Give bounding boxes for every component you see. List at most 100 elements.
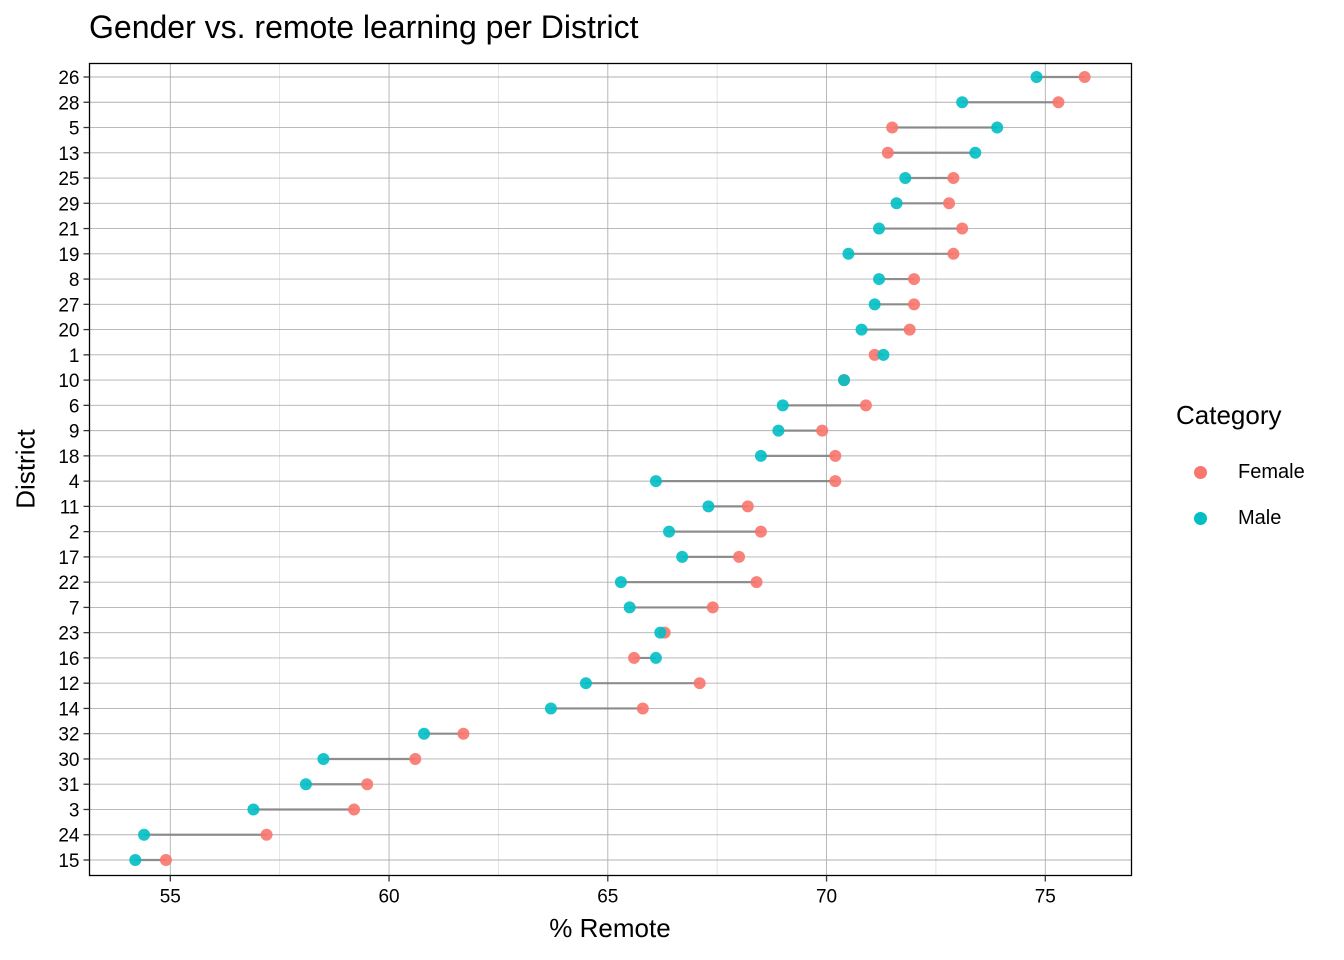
y-tick-label: 13 xyxy=(58,144,79,165)
y-tick-label: 14 xyxy=(58,699,80,720)
point-male-district-11 xyxy=(702,500,715,513)
y-tick-label: 20 xyxy=(58,321,79,342)
point-female-district-16 xyxy=(628,651,641,664)
point-female-district-30 xyxy=(409,752,422,765)
point-female-district-22 xyxy=(750,576,763,589)
legend: Category Female Male xyxy=(1176,400,1305,541)
point-male-district-16 xyxy=(649,651,662,664)
y-tick-label: 29 xyxy=(58,194,79,215)
point-female-district-31 xyxy=(361,778,374,791)
point-male-district-6 xyxy=(776,399,789,412)
x-axis-label: % Remote xyxy=(549,913,671,943)
point-female-district-24 xyxy=(260,828,273,841)
point-male-district-3 xyxy=(247,803,260,816)
point-male-district-21 xyxy=(873,222,886,235)
y-tick-label: 8 xyxy=(69,270,80,291)
x-tick-label: 65 xyxy=(597,887,618,908)
legend-label-female: Female xyxy=(1238,460,1305,483)
male-dot-icon xyxy=(1194,511,1207,525)
point-male-district-28 xyxy=(956,96,969,109)
point-female-district-8 xyxy=(908,273,921,286)
y-tick-label: 17 xyxy=(58,548,79,569)
y-tick-label: 9 xyxy=(69,422,80,443)
point-male-district-20 xyxy=(855,323,868,336)
y-tick-label: 5 xyxy=(69,119,80,140)
point-male-district-9 xyxy=(772,424,785,437)
point-female-district-1 xyxy=(868,348,881,361)
point-female-district-12 xyxy=(693,677,706,690)
point-female-district-9 xyxy=(816,424,829,437)
point-male-district-15 xyxy=(129,854,142,866)
y-tick-label: 26 xyxy=(58,68,79,89)
point-female-district-18 xyxy=(829,449,842,462)
point-female-district-5 xyxy=(886,121,899,134)
point-female-district-17 xyxy=(733,550,746,563)
y-tick-label: 2 xyxy=(69,523,80,544)
point-female-district-19 xyxy=(947,247,960,260)
point-female-district-28 xyxy=(1052,96,1065,109)
y-tick-label: 25 xyxy=(58,169,79,190)
y-tick-label: 32 xyxy=(58,725,79,746)
y-tick-label: 11 xyxy=(60,497,80,518)
y-tick-label: 16 xyxy=(58,649,79,670)
point-male-district-12 xyxy=(579,677,592,690)
point-female-district-27 xyxy=(908,298,921,311)
point-female-district-13 xyxy=(881,146,894,159)
point-female-district-7 xyxy=(706,601,719,614)
point-male-district-5 xyxy=(991,121,1004,134)
point-male-district-2 xyxy=(663,525,676,538)
y-tick-label: 28 xyxy=(58,93,79,114)
data-points xyxy=(129,71,1091,866)
point-male-district-10 xyxy=(838,374,851,387)
point-male-district-26 xyxy=(1030,71,1043,83)
y-tick-label: 6 xyxy=(69,396,80,417)
y-tick-label: 3 xyxy=(69,800,80,821)
y-tick-label: 31 xyxy=(58,775,79,796)
point-female-district-6 xyxy=(859,399,872,412)
axes: 55 60 65 70 75262851325292119827201106918411… xyxy=(58,68,1056,908)
legend-label-male: Male xyxy=(1238,506,1282,529)
point-female-district-15 xyxy=(159,854,172,866)
point-male-district-29 xyxy=(890,197,903,210)
y-tick-label: 27 xyxy=(58,295,79,316)
point-male-district-14 xyxy=(544,702,557,715)
point-female-district-25 xyxy=(947,172,960,185)
point-male-district-22 xyxy=(614,576,627,589)
point-male-district-23 xyxy=(654,626,667,639)
x-tick-label: 75 xyxy=(1035,887,1056,908)
y-tick-label: 30 xyxy=(58,750,79,771)
point-female-district-2 xyxy=(754,525,767,538)
y-tick-label: 7 xyxy=(69,598,80,619)
point-male-district-18 xyxy=(754,449,767,462)
female-dot-icon xyxy=(1194,465,1207,479)
point-male-district-31 xyxy=(299,778,312,791)
dumbbell-segments xyxy=(135,75,1085,862)
y-tick-label: 4 xyxy=(69,472,80,493)
point-male-district-13 xyxy=(969,146,982,159)
point-male-district-19 xyxy=(842,247,855,260)
point-male-district-7 xyxy=(623,601,636,614)
y-tick-label: 22 xyxy=(58,573,79,594)
panel-border xyxy=(88,62,1133,877)
legend-item-female: Female xyxy=(1176,449,1305,495)
y-tick-label: 1 xyxy=(69,346,80,367)
point-male-district-1 xyxy=(877,348,890,361)
point-female-district-11 xyxy=(741,500,754,513)
point-female-district-29 xyxy=(943,197,956,210)
y-tick-label: 23 xyxy=(58,624,79,645)
point-male-district-32 xyxy=(418,727,431,740)
point-female-district-20 xyxy=(903,323,916,336)
point-male-district-24 xyxy=(138,828,151,841)
y-tick-label: 18 xyxy=(58,447,79,468)
point-female-district-4 xyxy=(829,475,842,488)
y-tick-label: 19 xyxy=(58,245,79,266)
x-tick-label: 55 xyxy=(160,887,181,908)
x-tick-label: 60 xyxy=(378,887,399,908)
point-female-district-26 xyxy=(1078,71,1091,83)
gridlines xyxy=(89,63,1132,876)
point-female-district-32 xyxy=(457,727,470,740)
chart-title: Gender vs. remote learning per District xyxy=(89,9,639,45)
point-male-district-8 xyxy=(873,273,886,286)
point-female-district-3 xyxy=(348,803,361,816)
